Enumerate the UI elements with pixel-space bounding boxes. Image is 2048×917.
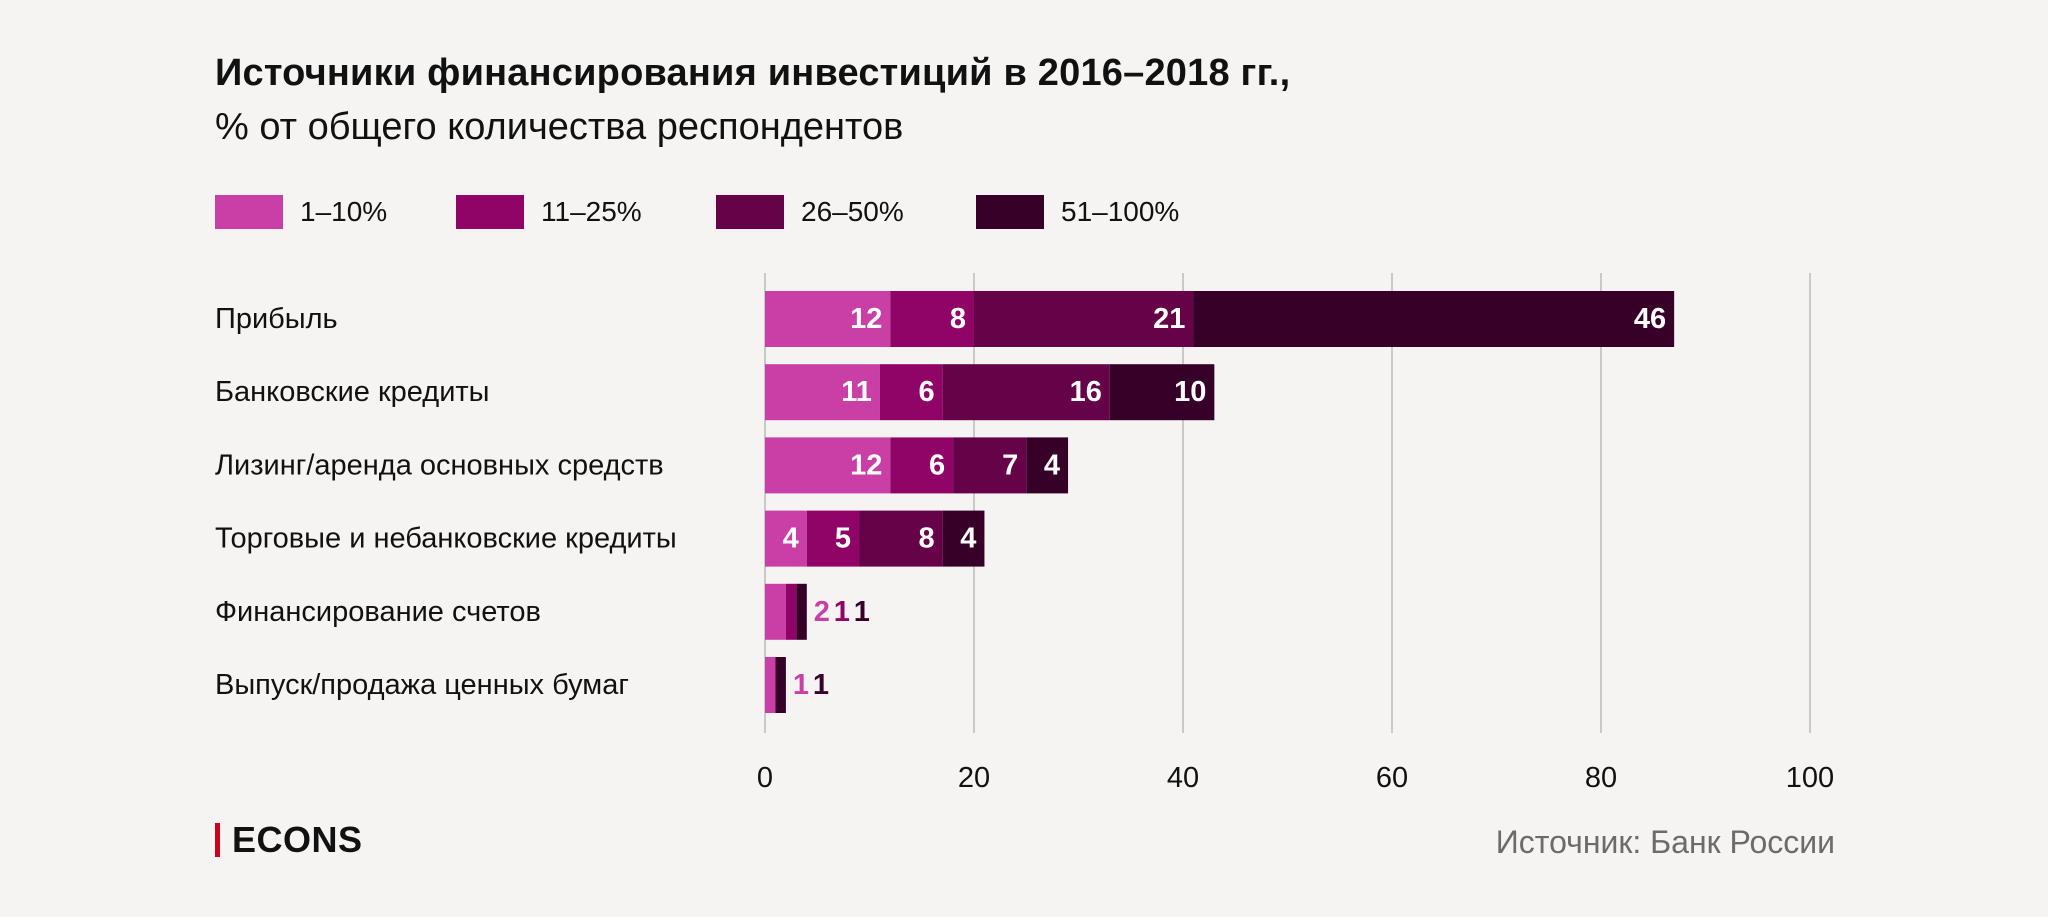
value-label: 11 (841, 376, 872, 408)
category-label: Финансирование счетов (215, 596, 541, 628)
x-tick-label: 80 (1585, 762, 1617, 794)
bar-segment-51-100 (1109, 364, 1215, 421)
value-label: 16 (1070, 376, 1102, 408)
value-label: 1 (793, 669, 809, 701)
bar-segment-1-10 (765, 364, 880, 421)
bar-segment-1-10 (765, 657, 776, 713)
value-label: 2 (814, 596, 830, 628)
legend-swatch-1-10 (215, 195, 283, 229)
source-note: Источник: Банк России (1495, 824, 1835, 860)
chart-subtitle: % от общего количества респондентов (215, 106, 904, 148)
value-label: 4 (783, 523, 799, 555)
econs-logo: ECONS (215, 819, 363, 860)
bar-segment-1-10 (765, 510, 807, 567)
legend-item-1-10: 1–10% (215, 194, 387, 230)
legend-swatch-26-50 (716, 195, 784, 229)
value-label: 12 (850, 303, 882, 335)
value-label: 4 (960, 523, 976, 555)
bar-segment-1-10 (765, 291, 891, 347)
bar-segment-26-50 (953, 437, 1027, 494)
bar-segment-51-100 (1026, 437, 1069, 494)
bar-segment-11-25 (879, 364, 943, 421)
bar-segment-11-25 (890, 291, 974, 347)
value-label: 5 (835, 523, 851, 555)
legend-swatch-11-25 (456, 195, 524, 229)
legend-label-51-100: 51–100% (1061, 196, 1180, 227)
value-label: 6 (919, 376, 935, 408)
bar-segment-51-100 (796, 583, 807, 640)
value-label: 21 (1153, 303, 1185, 335)
bar-segment-11-25 (785, 583, 797, 640)
value-label: 10 (1174, 376, 1206, 408)
legend-label-1-10: 1–10% (300, 196, 388, 227)
legend-item-26-50: 26–50% (716, 194, 904, 230)
logo-accent-bar (215, 823, 220, 857)
value-label: 8 (919, 523, 935, 555)
chart-title: Источники финансирования инвестиций в 20… (215, 52, 1291, 94)
bar-segment-26-50 (859, 510, 943, 567)
bar-segment-26-50 (942, 364, 1110, 421)
category-label: Прибыль (215, 303, 338, 335)
x-tick-label: 60 (1376, 762, 1408, 794)
legend-swatch-51-100 (976, 195, 1044, 229)
bar-segment-11-25 (806, 510, 860, 567)
category-label: Лизинг/аренда основных средств (215, 449, 664, 481)
legend-label-26-50: 26–50% (801, 196, 904, 227)
category-label: Банковские кредиты (215, 376, 490, 408)
bar-segment-51-100 (775, 657, 786, 713)
bar-segment-26-50 (974, 291, 1194, 347)
value-label: 4 (1044, 449, 1060, 481)
x-tick-label: 0 (757, 762, 773, 794)
bar-segment-51-100 (942, 510, 985, 567)
category-label: Выпуск/продажа ценных бумаг (215, 669, 629, 701)
bar-segment-1-10 (765, 437, 891, 494)
legend-item-11-25: 11–25% (456, 194, 642, 230)
bar-segment-51-100 (1193, 291, 1675, 347)
legend-label-11-25: 11–25% (541, 196, 642, 227)
logo-text: ECONS (232, 819, 363, 860)
category-label: Торговые и небанковские кредиты (215, 523, 677, 555)
legend-item-51-100: 51–100% (976, 194, 1179, 230)
value-label: 46 (1634, 303, 1666, 335)
value-label: 1 (834, 596, 850, 628)
value-label: 12 (850, 449, 882, 481)
value-label: 1 (854, 596, 870, 628)
value-label: 8 (950, 303, 966, 335)
value-label: 7 (1002, 449, 1018, 481)
x-tick-label: 40 (1167, 762, 1199, 794)
x-tick-label: 20 (958, 762, 990, 794)
bar-segment-1-10 (765, 583, 786, 640)
bar-segment-11-25 (890, 437, 954, 494)
value-label: 1 (813, 669, 829, 701)
value-label: 6 (929, 449, 945, 481)
x-tick-label: 100 (1786, 762, 1834, 794)
